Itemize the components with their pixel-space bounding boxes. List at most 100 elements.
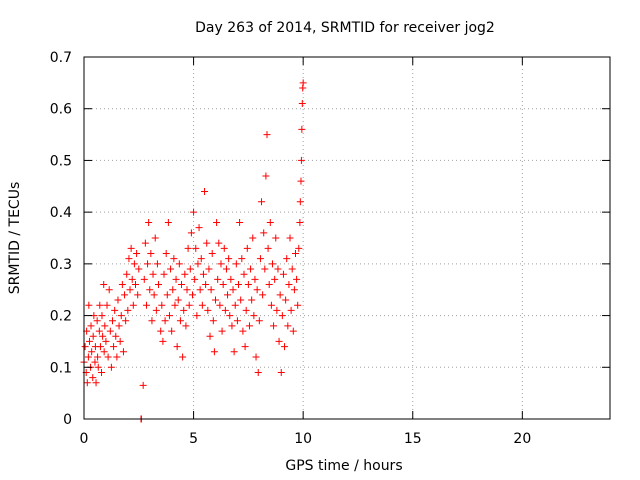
data-point [238,255,246,263]
data-point [258,198,266,206]
data-point [183,286,191,294]
data-point [279,270,287,278]
data-point [215,239,223,247]
data-point [272,234,280,242]
data-point [227,275,235,283]
data-point [264,244,272,252]
data-point [121,291,129,299]
data-point [296,198,304,206]
data-point [135,265,143,273]
data-point [84,353,92,361]
data-point [89,332,97,340]
y-tick-label: 0 [63,412,72,428]
data-point [130,260,138,268]
data-point [89,374,97,382]
data-point [140,275,148,283]
data-point [236,218,244,226]
data-point [185,301,193,309]
data-point [169,286,177,294]
data-point [85,337,93,345]
data-point [283,255,291,263]
data-point [254,368,262,376]
data-point [207,286,215,294]
data-point [105,286,113,294]
data-point [267,301,275,309]
grid-lines [84,57,610,419]
data-point [287,306,295,314]
data-point [251,275,259,283]
data-point [151,234,159,242]
data-point [256,255,264,263]
data-point [181,270,189,278]
data-point [233,317,241,325]
data-point [218,327,226,335]
data-point [95,327,103,335]
data-point [202,281,210,289]
data-point [172,275,180,283]
data-point [98,368,106,376]
data-point [231,301,239,309]
data-point [176,317,184,325]
data-point [204,306,212,314]
data-point [219,281,227,289]
plot-frame [83,56,611,420]
data-point [259,291,267,299]
data-point [85,301,93,309]
data-point [198,301,206,309]
data-point [282,296,290,304]
data-point [170,255,178,263]
data-point [262,172,270,180]
data-point [253,286,261,294]
data-point [146,286,154,294]
data-point [179,353,187,361]
data-point [101,322,109,330]
data-point [118,281,126,289]
data-point [110,343,118,351]
data-point [94,363,102,371]
data-point [147,250,155,258]
data-point [174,296,182,304]
data-point [228,322,236,330]
data-point [192,244,200,252]
data-point [190,208,198,216]
data-point [108,317,116,325]
data-point [153,260,161,268]
data-point [291,250,299,258]
data-point [96,301,104,309]
data-point [188,291,196,299]
data-point [235,281,243,289]
data-point [247,265,255,273]
y-tick-label: 0.2 [50,309,72,325]
data-point [199,270,207,278]
data-point [250,312,258,320]
data-point [266,218,274,226]
data-point [125,255,133,263]
tick-labels: 0 5 10 15 20 0 0.1 0.2 0.3 0.4 0.5 0.6 0.7 [50,50,532,447]
data-point [103,301,111,309]
y-tick-label: 0.1 [50,360,72,376]
data-point [127,244,135,252]
data-point [134,291,142,299]
data-point [224,291,232,299]
data-point [193,312,201,320]
data-point [209,317,217,325]
data-point [191,275,199,283]
data-point [290,286,298,294]
data-points [80,79,307,423]
data-point [173,343,181,351]
data-point [91,358,99,366]
data-point [96,343,104,351]
data-point [232,260,240,268]
data-point [252,353,260,361]
data-point [123,270,131,278]
data-point [273,306,281,314]
data-point [157,327,165,335]
data-point [148,317,156,325]
data-point [226,312,234,320]
data-point [288,265,296,273]
data-point [293,275,301,283]
data-point [240,270,248,278]
data-point [197,255,205,263]
data-point [243,244,251,252]
